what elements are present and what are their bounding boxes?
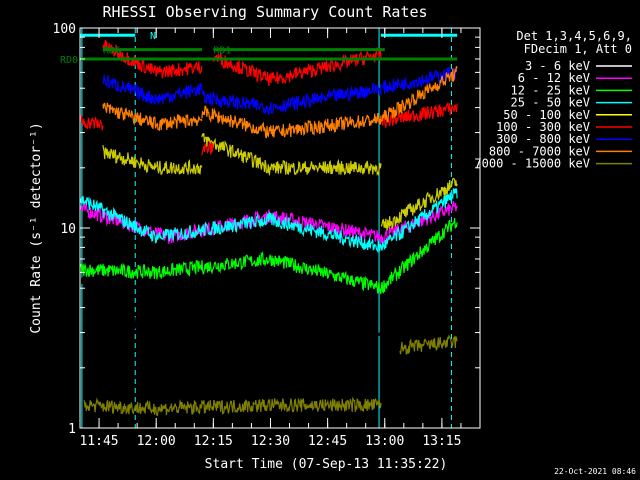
series-100-300-kev-segment-3 — [201, 141, 214, 156]
y-tick-label: 10 — [60, 222, 76, 237]
series-100-300-kev — [79, 39, 458, 156]
x-tick-label: 11:45 — [79, 434, 118, 449]
series-800-7000-kev-segment-3 — [380, 66, 458, 123]
series-800-7000-kev — [102, 66, 458, 139]
series-7000-15000-kev-segment-1 — [83, 396, 382, 417]
legend: Det 1,3,4,5,6,9, FDecim 1, Att 0 3 - 6 k… — [474, 29, 632, 171]
series-100-300-kev-segment-5 — [380, 102, 458, 128]
series-300-800-kev — [102, 66, 458, 115]
x-tick-label: 12:30 — [251, 434, 290, 449]
series-12-25-kev-segment-1 — [79, 218, 458, 295]
legend-label-100-300-kev: 100 - 300 keV — [496, 120, 590, 134]
state-bar-label-rd0: RD0 — [60, 55, 78, 66]
x-tick-label: 13:15 — [422, 434, 461, 449]
series-6-12-kev-segment-1 — [79, 201, 458, 244]
y-tick-label: 100 — [53, 22, 76, 37]
legend-label-12-25-kev: 12 - 25 keV — [511, 83, 590, 97]
series-300-800-kev-segment-1 — [102, 74, 203, 105]
legend-header-line-1: Det 1,3,4,5,6,9, — [516, 29, 632, 43]
series-300-800-kev-segment-3 — [380, 66, 458, 95]
chart-title: RHESSI Observing Summary Count Rates — [102, 3, 427, 21]
series-100-300-kev-segment-1 — [79, 114, 104, 131]
data-layer: RD0 RD6 RD1 N — [60, 28, 458, 428]
y-tick-label: 1 — [68, 422, 76, 437]
series-50-100-kev-segment-2 — [201, 133, 382, 177]
state-bar-label-n: N — [150, 31, 156, 42]
series-100-300-kev-segment-4 — [212, 46, 382, 87]
series-50-100-kev-segment-1 — [102, 144, 203, 176]
x-tick-label: 12:45 — [308, 434, 347, 449]
series-50-100-kev — [102, 133, 458, 231]
x-tick-label: 12:15 — [194, 434, 233, 449]
axis-layer: 1 10 100 11:45 12:00 12:15 12:30 12:45 13:00 13:1… — [53, 22, 481, 449]
legend-label-25-50-kev: 25 - 50 keV — [511, 96, 590, 110]
legend-label-800-7000-kev: 800 - 7000 keV — [489, 144, 590, 158]
legend-label-50-100-kev: 50 - 100 keV — [503, 108, 590, 122]
series-3-6-kev-segment-1 — [79, 261, 458, 349]
legend-label-300-800-kev: 300 - 800 keV — [496, 132, 590, 146]
x-tick-label: 13:00 — [365, 434, 404, 449]
series-7000-15000-kev — [83, 334, 458, 417]
legend-label-6-12-kev: 6 - 12 keV — [518, 71, 590, 85]
series-800-7000-kev-segment-2 — [201, 105, 382, 139]
series-50-100-kev-segment-3 — [380, 177, 458, 231]
series-100-300-kev-segment-2 — [102, 39, 203, 79]
legend-header-line-2: FDecim 1, Att 0 — [524, 42, 632, 56]
series-12-25-kev — [79, 218, 458, 295]
series-6-12-kev — [79, 201, 458, 244]
series-800-7000-kev-segment-1 — [102, 102, 203, 132]
series-3-6-kev — [79, 261, 458, 349]
y-axis-label: Count Rate (s⁻¹ detector⁻¹) — [29, 122, 44, 333]
series-25-50-kev-segment-1 — [79, 187, 458, 254]
series-25-50-kev — [79, 187, 458, 254]
series-7000-15000-kev-segment-2 — [399, 334, 458, 355]
state-bar-label-rd1: RD1 — [213, 46, 231, 57]
legend-label-7000-15000-kev: 7000 - 15000 keV — [474, 157, 590, 171]
legend-label-3-6-kev: 3 - 6 keV — [525, 59, 590, 73]
footer-date: 22-Oct-2021 08:46 — [554, 467, 636, 476]
x-axis-label: Start Time (07-Sep-13 11:35:22) — [205, 457, 448, 472]
x-tick-label: 12:00 — [137, 434, 176, 449]
state-bar-label-rd6: RD6 — [103, 46, 121, 57]
series-300-800-kev-segment-2 — [201, 83, 382, 115]
